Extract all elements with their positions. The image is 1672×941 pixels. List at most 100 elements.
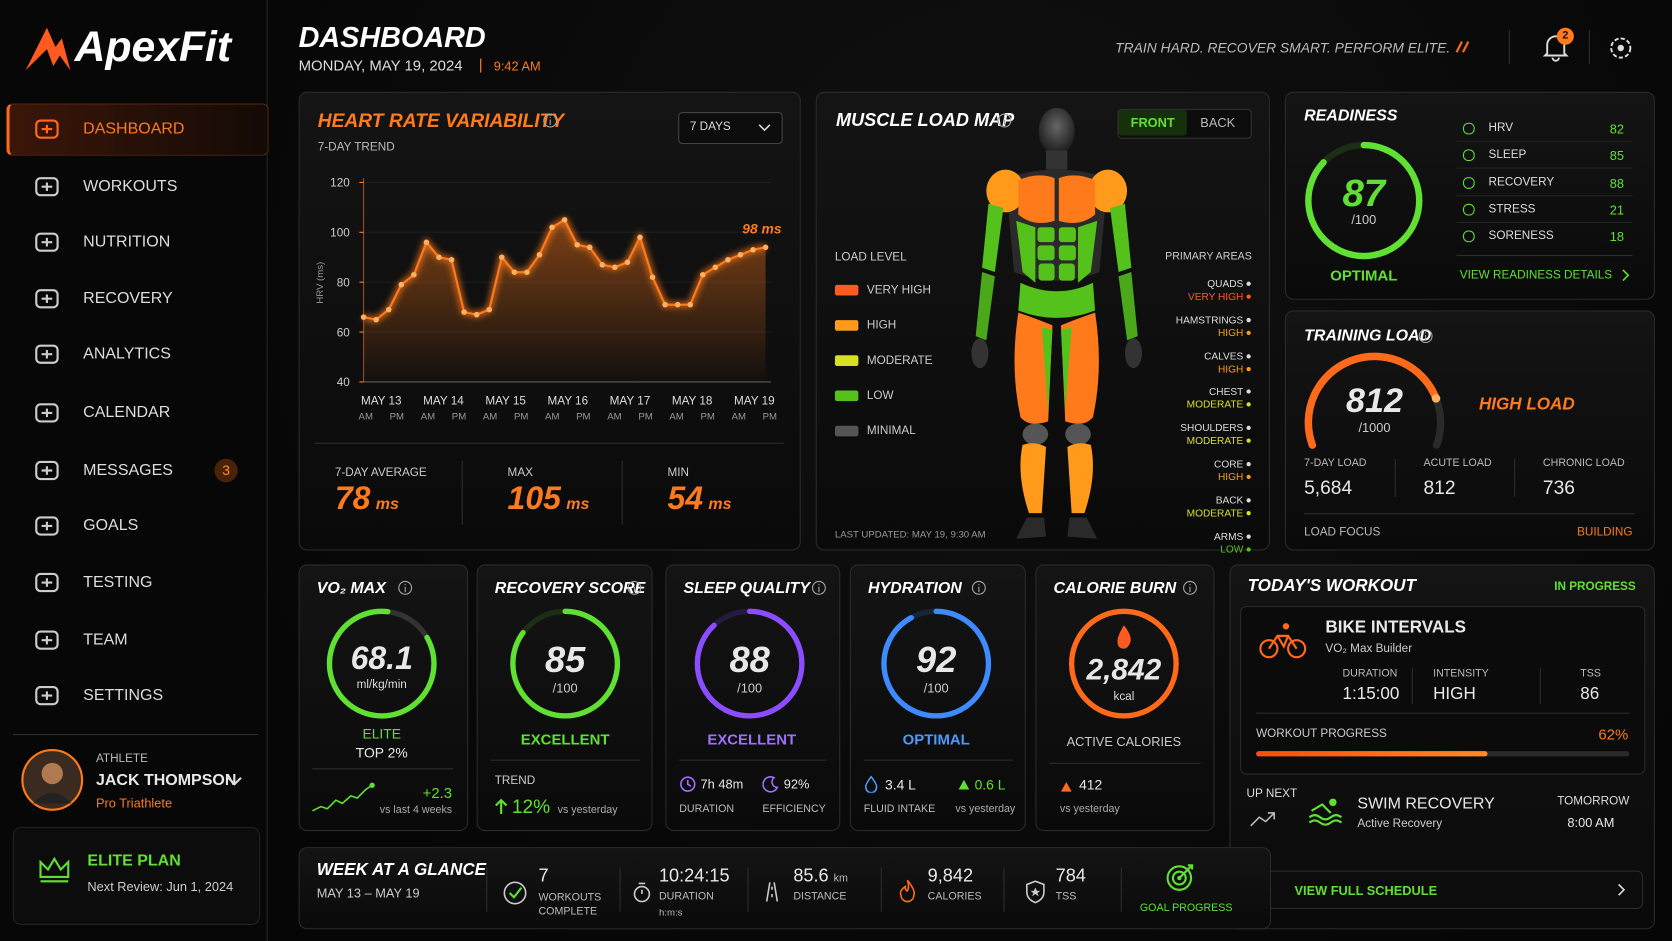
metric-label: RECOVERY (1488, 175, 1555, 189)
sidebar: ApexFit DASHBOARD WORKOUTS NUTRITION RECOVE… (0, 0, 269, 941)
data-point (662, 301, 668, 308)
distance-label: DISTANCE (793, 890, 847, 903)
card-title: TRAINING LOAD (1304, 326, 1432, 345)
nav-item[interactable]: ANALYTICS (0, 333, 267, 376)
area-dot (1246, 510, 1251, 516)
divider (1120, 867, 1122, 913)
nav-icon (35, 403, 59, 423)
shape (680, 776, 696, 792)
stat-value: 78 ms (335, 481, 399, 517)
metric-value: 18 (1609, 229, 1624, 245)
nav-item[interactable]: RECOVERY (0, 277, 267, 320)
nav-item[interactable]: CALENDAR (0, 392, 267, 435)
settings-icon[interactable] (1606, 33, 1636, 63)
score: 87 (1342, 170, 1386, 215)
value: 2,842 (1086, 652, 1162, 687)
icon-shape (41, 408, 53, 418)
nav-icon (35, 232, 59, 252)
shape (975, 272, 995, 341)
stat-label: ACUTE LOAD (1423, 457, 1492, 470)
metric-label: SLEEP (1488, 148, 1527, 162)
hrv-card: HEART RATE VARIABILITY 7-DAY TREND 7 DAY… (298, 91, 801, 551)
x-period-label: PM (638, 411, 652, 422)
x-period-label: AM (669, 411, 683, 422)
view-front[interactable]: FRONT (1118, 109, 1187, 136)
distance: 85.6 km (793, 865, 848, 886)
data-point (599, 261, 606, 268)
card-title: RECOVERY SCORE (494, 579, 646, 598)
icon-shape (35, 460, 59, 481)
shape (1037, 245, 1055, 261)
divider (619, 867, 621, 913)
nav-item[interactable]: TEAM (0, 619, 267, 662)
target-icon (1166, 864, 1194, 891)
next-name: SWIM RECOVERY (1357, 794, 1495, 813)
shape (1060, 782, 1072, 792)
x-tick-label: MAY 17 (610, 394, 651, 407)
moon-icon (762, 776, 779, 793)
week-range: MAY 13 – MAY 19 (316, 885, 420, 901)
nav-label: WORKOUTS (83, 177, 178, 196)
shape (1308, 803, 1343, 826)
workouts: 7 (538, 865, 549, 886)
athlete-role: ATHLETE (95, 752, 148, 765)
shape (25, 27, 71, 71)
notification-badge: 2 (1556, 27, 1574, 45)
schedule-button[interactable]: VIEW FULL SCHEDULE (1265, 870, 1644, 909)
status: EXCELLENT (707, 730, 797, 748)
nav-item[interactable]: DASHBOARD (0, 108, 267, 151)
icon-shape (41, 182, 53, 191)
icon-shape (41, 124, 53, 134)
time: 9:42 AM (493, 58, 541, 74)
nav-icon (35, 572, 59, 593)
calorie-card: CALORIE BURN 2,842 kcal ACTIVE CALORIES … (1035, 564, 1215, 832)
nav-item[interactable]: WORKOUTS (0, 165, 267, 208)
x-period-label: AM (545, 411, 559, 422)
x-period-label: AM (359, 411, 373, 422)
shape (1455, 41, 1470, 53)
nav-item[interactable]: GOALS (0, 505, 267, 548)
shape (369, 782, 375, 788)
button-label: VIEW FULL SCHEDULE (1294, 883, 1438, 899)
scale: /100 (1351, 212, 1377, 228)
nav-item[interactable]: MESSAGES (0, 449, 267, 492)
shape (1016, 220, 1036, 283)
drop-icon (864, 775, 878, 793)
stat-value: 1:15:00 (1342, 684, 1400, 704)
recovery-ring (510, 608, 621, 719)
view-back[interactable]: BACK (1200, 115, 1236, 131)
shape (1282, 623, 1290, 630)
shape (1058, 227, 1076, 243)
card-title: HYDRATION (867, 579, 962, 598)
divider (1304, 513, 1635, 515)
chevron (1618, 883, 1626, 896)
shape (1038, 263, 1055, 281)
details-link[interactable]: VIEW READINESS DETAILS (1459, 268, 1613, 282)
tss-label: TSS (1055, 890, 1077, 903)
legend-label: LOW (866, 389, 894, 403)
up-triangle (958, 779, 970, 790)
messages-badge: 3 (214, 458, 238, 483)
readiness-card: READINESS 87 /100 OPTIMAL HRV 82 SLEEP 85 RE… (1284, 91, 1655, 300)
shield-icon (1026, 880, 1045, 904)
info-icon (811, 580, 826, 595)
nav-item[interactable]: SETTINGS (0, 674, 267, 717)
legend-swatch (834, 320, 859, 331)
nav-item[interactable]: NUTRITION (0, 221, 267, 264)
chevron (758, 124, 771, 132)
readiness-ring (1305, 141, 1423, 260)
nav-item[interactable]: TESTING (0, 561, 267, 604)
chevron[interactable] (226, 775, 243, 788)
x-period-label: PM (576, 411, 590, 422)
range-dropdown[interactable]: 7 DAYS (678, 112, 783, 145)
area-dot (1246, 425, 1251, 431)
shape (1250, 812, 1276, 827)
legend-label: VERY HIGH (866, 283, 932, 297)
data-point (461, 309, 467, 315)
workout-card: TODAY'S WORKOUT IN PROGRESS BIKE INTERVA… (1229, 564, 1655, 930)
status: ELITE (362, 725, 401, 742)
shape (633, 885, 651, 903)
data-point (561, 217, 568, 223)
date: MONDAY, MAY 19, 2024 (298, 56, 463, 74)
data-point (536, 251, 543, 258)
